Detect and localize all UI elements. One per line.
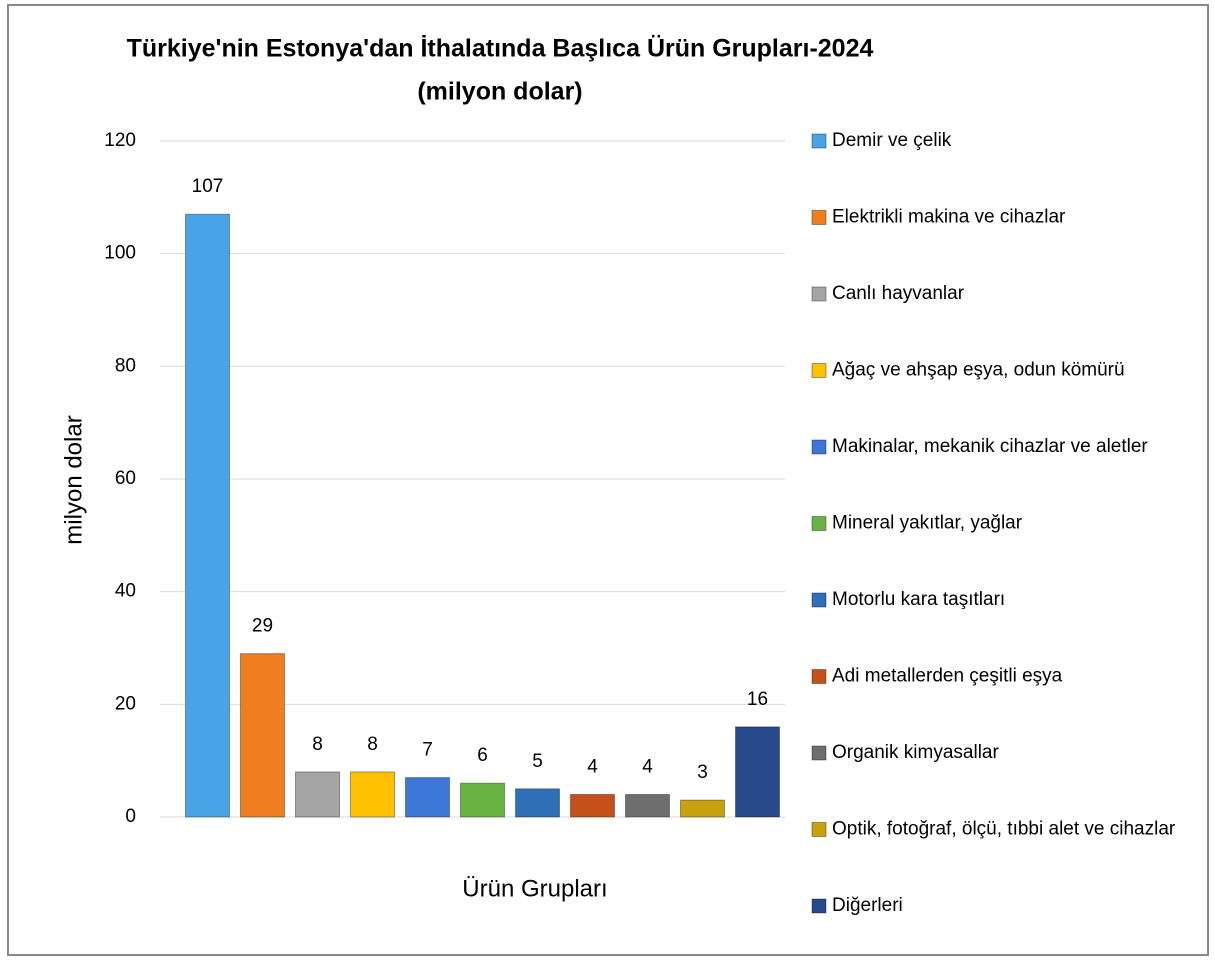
y-tick-label: 20 xyxy=(115,693,136,714)
data-label: 4 xyxy=(642,756,653,777)
legend-swatch xyxy=(811,822,827,837)
y-tick-label: 0 xyxy=(125,806,136,827)
data-label: 8 xyxy=(367,734,378,755)
legend-swatch xyxy=(811,745,827,761)
bar xyxy=(735,726,780,818)
y-tick-label: 120 xyxy=(104,130,136,151)
legend-label: Organik kimyasallar xyxy=(832,742,999,763)
bar xyxy=(350,771,395,818)
bar xyxy=(570,793,615,818)
chart-subtitle: (milyon dolar) xyxy=(417,78,582,106)
chart-title: Türkiye'nin Estonya'dan İthalatında Başl… xyxy=(127,34,874,63)
bar xyxy=(295,771,340,818)
y-tick-label: 60 xyxy=(115,468,136,489)
y-tick-label: 100 xyxy=(104,243,136,264)
data-label: 8 xyxy=(312,734,323,755)
legend-swatch xyxy=(811,286,827,302)
data-label: 107 xyxy=(192,176,224,197)
data-label: 7 xyxy=(422,740,433,761)
legend-label: Ağaç ve ahşap eşya, odun kömürü xyxy=(832,360,1125,381)
legend-label: Demir ve çelik xyxy=(832,130,952,151)
legend-swatch xyxy=(811,669,827,684)
legend-label: Mineral yakıtlar, yağlar xyxy=(832,513,1023,534)
legend-swatch xyxy=(811,133,827,149)
bar xyxy=(185,213,230,818)
data-label: 5 xyxy=(532,751,543,772)
data-label: 29 xyxy=(252,616,273,637)
legend-label: Elektrikli makina ve cihazlar xyxy=(832,207,1066,228)
legend-label: Diğerleri xyxy=(832,895,903,916)
y-axis-title: milyon dolar xyxy=(60,415,87,544)
legend-swatch xyxy=(811,439,827,455)
bar xyxy=(515,788,560,818)
bar xyxy=(405,777,450,818)
y-tick-label: 80 xyxy=(115,355,136,376)
bar xyxy=(625,793,670,818)
legend-swatch xyxy=(811,592,827,608)
y-tick-label: 40 xyxy=(115,581,136,602)
legend-label: Makinalar, mekanik cihazlar ve aletler xyxy=(832,436,1148,457)
data-label: 3 xyxy=(697,762,708,783)
legend-swatch xyxy=(811,210,827,225)
bar xyxy=(240,653,285,818)
legend-swatch xyxy=(811,516,827,531)
legend-swatch xyxy=(811,898,827,914)
data-label: 4 xyxy=(587,756,598,777)
legend-label: Canlı hayvanlar xyxy=(832,283,965,304)
legend-label: Motorlu kara taşıtları xyxy=(832,589,1005,610)
legend-swatch xyxy=(811,363,827,378)
data-label: 16 xyxy=(747,689,768,710)
legend-label: Optik, fotoğraf, ölçü, tıbbi alet ve cih… xyxy=(832,819,1176,840)
bar xyxy=(460,782,505,818)
bar xyxy=(680,799,725,818)
x-axis-title: Ürün Grupları xyxy=(462,875,607,902)
legend-label: Adi metallerden çeşitli eşya xyxy=(832,666,1063,687)
data-label: 6 xyxy=(477,745,488,766)
